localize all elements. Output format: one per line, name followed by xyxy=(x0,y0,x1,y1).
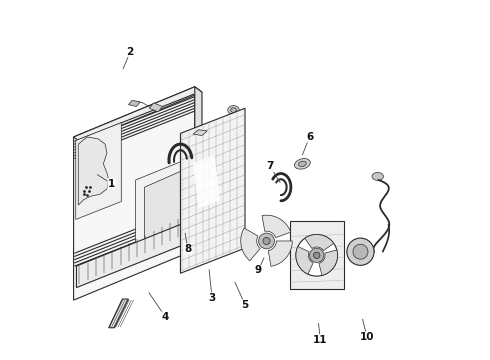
Text: 8: 8 xyxy=(184,244,191,254)
Polygon shape xyxy=(74,87,202,142)
Text: 6: 6 xyxy=(306,132,313,142)
Polygon shape xyxy=(136,157,193,253)
Polygon shape xyxy=(109,299,128,328)
Circle shape xyxy=(353,244,368,259)
Text: 1: 1 xyxy=(108,179,115,189)
Polygon shape xyxy=(76,220,193,288)
Text: 3: 3 xyxy=(208,293,216,303)
Polygon shape xyxy=(74,87,195,300)
Circle shape xyxy=(263,237,270,244)
Text: 7: 7 xyxy=(267,161,274,171)
Circle shape xyxy=(314,252,320,258)
Ellipse shape xyxy=(90,163,100,177)
Text: 5: 5 xyxy=(242,300,248,310)
Circle shape xyxy=(347,238,374,265)
Text: 4: 4 xyxy=(162,312,169,322)
Polygon shape xyxy=(145,167,190,241)
Ellipse shape xyxy=(231,108,236,112)
Ellipse shape xyxy=(294,159,310,169)
Polygon shape xyxy=(149,103,163,112)
Text: 9: 9 xyxy=(255,265,262,275)
Polygon shape xyxy=(193,155,220,209)
Polygon shape xyxy=(195,87,202,255)
Ellipse shape xyxy=(372,172,383,180)
Circle shape xyxy=(296,234,338,276)
Polygon shape xyxy=(290,221,343,289)
Circle shape xyxy=(146,228,150,232)
Polygon shape xyxy=(262,215,291,238)
Circle shape xyxy=(259,233,274,249)
Polygon shape xyxy=(180,108,245,273)
Ellipse shape xyxy=(86,159,104,181)
Polygon shape xyxy=(193,130,207,135)
Polygon shape xyxy=(76,123,122,220)
Polygon shape xyxy=(268,241,293,266)
Circle shape xyxy=(153,225,157,229)
Ellipse shape xyxy=(298,161,306,166)
Circle shape xyxy=(310,248,324,262)
Polygon shape xyxy=(128,100,140,107)
Text: 10: 10 xyxy=(360,332,374,342)
Ellipse shape xyxy=(157,192,177,217)
Circle shape xyxy=(160,222,165,226)
Text: 2: 2 xyxy=(126,46,134,57)
Text: 11: 11 xyxy=(313,334,327,345)
Polygon shape xyxy=(78,137,109,205)
Polygon shape xyxy=(241,228,260,261)
Circle shape xyxy=(170,217,173,222)
Ellipse shape xyxy=(162,198,172,211)
Polygon shape xyxy=(296,247,313,274)
Ellipse shape xyxy=(228,105,239,114)
Circle shape xyxy=(178,214,183,218)
Polygon shape xyxy=(305,234,334,251)
Polygon shape xyxy=(319,250,338,275)
